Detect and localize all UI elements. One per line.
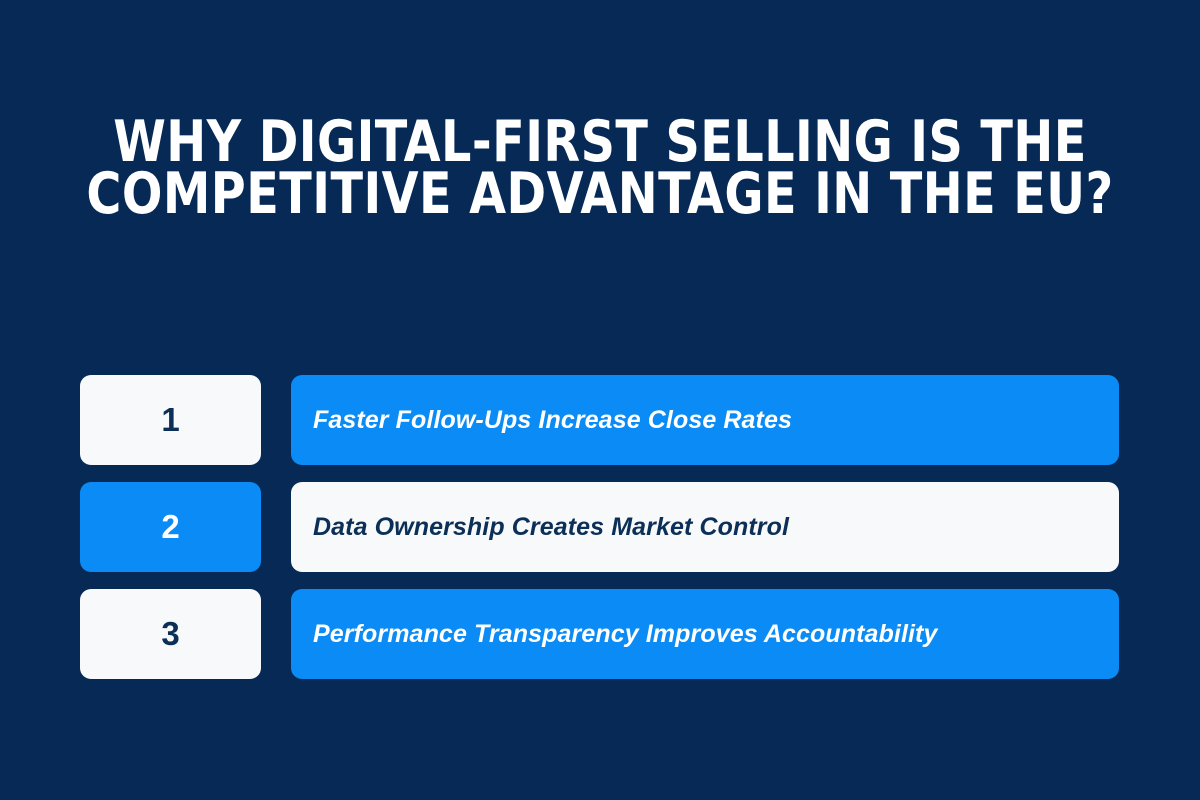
list-item-bar[interactable]: Faster Follow-Ups Increase Close Rates xyxy=(291,375,1119,465)
list-item-bar[interactable]: Performance Transparency Improves Accoun… xyxy=(291,589,1119,679)
page-title-line-1: WHY DIGITAL-FIRST SELLING IS THE xyxy=(113,109,1087,175)
list-item-number-badge: 1 xyxy=(80,375,261,465)
list-item-label: Performance Transparency Improves Accoun… xyxy=(313,619,938,648)
list-item-bar[interactable]: Data Ownership Creates Market Control xyxy=(291,482,1119,572)
list-item[interactable]: 1 Faster Follow-Ups Increase Close Rates xyxy=(80,375,1119,465)
page-title: WHY DIGITAL-FIRST SELLING IS THE COMPETI… xyxy=(0,109,1200,227)
list-item-label: Data Ownership Creates Market Control xyxy=(313,512,790,541)
numbered-list: 1 Faster Follow-Ups Increase Close Rates… xyxy=(80,375,1119,679)
list-item-label: Faster Follow-Ups Increase Close Rates xyxy=(313,405,792,434)
list-item-number-badge: 2 xyxy=(80,482,261,572)
page-title-line-2: COMPETITIVE ADVANTAGE IN THE EU? xyxy=(86,161,1114,227)
list-item-number-badge: 3 xyxy=(80,589,261,679)
list-item[interactable]: 3 Performance Transparency Improves Acco… xyxy=(80,589,1119,679)
list-item[interactable]: 2 Data Ownership Creates Market Control xyxy=(80,482,1119,572)
